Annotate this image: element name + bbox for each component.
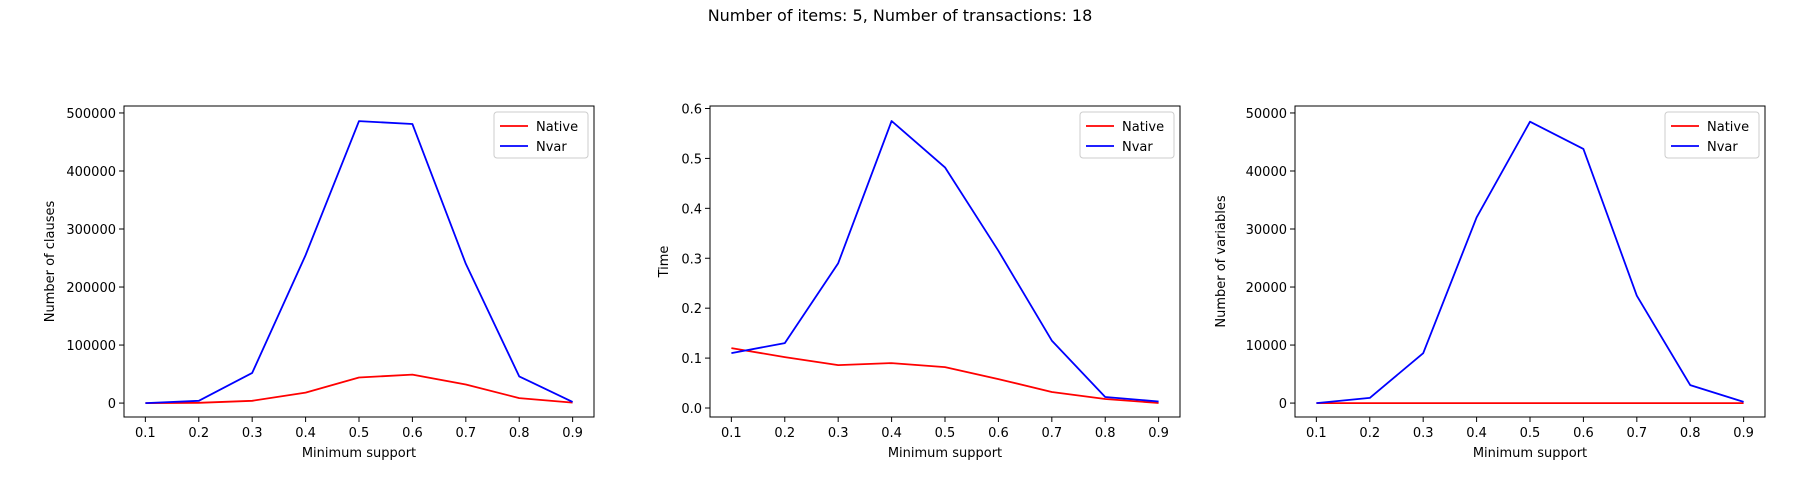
chart-panel-1: 0.1 0.2 0.3 0.4 0.5 0.6 0.7 0.8 0.9 0 100000 200000… (43, 105, 595, 461)
series-line-nvar (1316, 120, 1744, 404)
legend-label-native: Native (1122, 120, 1164, 135)
x-axis-label: Minimum support (302, 446, 416, 461)
y-axis-label: Time (657, 246, 672, 279)
y-axis-label: Number of clauses (43, 201, 58, 323)
x-tick-label: 0.9 (1148, 426, 1169, 441)
series-line-nvar (731, 120, 1159, 403)
x-tick-label: 0.5 (349, 426, 370, 441)
x-tick-label: 0.9 (562, 426, 583, 441)
x-tick-label: 0.2 (1359, 426, 1380, 441)
legend-label-native: Native (536, 120, 578, 135)
chart-panel-3: 0.1 0.2 0.3 0.4 0.5 0.6 0.7 0.8 0.9 0 10000 20000 30… (1214, 105, 1766, 461)
x-tick-label: 0.3 (1413, 426, 1434, 441)
x-tick-label: 0.9 (1733, 426, 1754, 441)
x-tick-label: 0.8 (1680, 426, 1701, 441)
series-line-native (731, 347, 1159, 404)
y-tick-label: 50000 (1246, 107, 1287, 122)
x-tick-label: 0.4 (1466, 426, 1487, 441)
y-tick-label: 100000 (66, 339, 116, 354)
legend-label-nvar: Nvar (1122, 140, 1153, 155)
x-tick-label: 0.7 (455, 426, 476, 441)
y-tick-label: 0.6 (681, 102, 702, 117)
x-tick-label: 0.8 (509, 426, 530, 441)
y-tick-label: 500000 (66, 107, 116, 122)
x-tick-label: 0.2 (774, 426, 795, 441)
y-tick-label: 0.1 (681, 352, 702, 367)
y-tick-label: 10000 (1246, 339, 1287, 354)
series-line-native (145, 373, 573, 404)
x-tick-label: 0.6 (1573, 426, 1594, 441)
x-tick-label: 0.2 (188, 426, 209, 441)
y-tick-label: 0.5 (681, 152, 702, 167)
x-axis-label: Minimum support (1473, 446, 1587, 461)
y-tick-label: 0 (1279, 397, 1287, 412)
x-tick-label: 0.6 (988, 426, 1009, 441)
y-tick-label: 30000 (1246, 223, 1287, 238)
legend-label-native: Native (1707, 120, 1749, 135)
y-tick-label: 40000 (1246, 165, 1287, 180)
y-tick-label: 0.2 (681, 302, 702, 317)
legend-label-nvar: Nvar (1707, 140, 1738, 155)
x-tick-label: 0.5 (1520, 426, 1541, 441)
y-tick-label: 300000 (66, 223, 116, 238)
series-line-nvar (145, 120, 573, 404)
x-tick-label: 0.4 (881, 426, 902, 441)
y-tick-label: 0.4 (681, 202, 702, 217)
x-tick-label: 0.1 (1306, 426, 1327, 441)
y-tick-label: 400000 (66, 165, 116, 180)
x-tick-label: 0.3 (828, 426, 849, 441)
y-tick-label: 0.3 (681, 252, 702, 267)
x-tick-label: 0.8 (1095, 426, 1116, 441)
x-tick-label: 0.7 (1626, 426, 1647, 441)
x-tick-label: 0.5 (935, 426, 956, 441)
x-tick-label: 0.6 (402, 426, 423, 441)
x-tick-label: 0.3 (242, 426, 263, 441)
legend-label-nvar: Nvar (536, 140, 567, 155)
x-axis-label: Minimum support (888, 446, 1002, 461)
y-tick-label: 0.0 (681, 402, 702, 417)
legend: Native Nvar (1664, 111, 1760, 159)
y-tick-label: 0 (108, 397, 116, 412)
y-tick-label: 200000 (66, 281, 116, 296)
y-tick-label: 20000 (1246, 281, 1287, 296)
chart-panel-2: 0.1 0.2 0.3 0.4 0.5 0.6 0.7 0.8 0.9 0.0 0.1 0.2 0.3 0… (657, 102, 1181, 461)
x-tick-label: 0.4 (295, 426, 316, 441)
y-axis-label: Number of variables (1214, 195, 1229, 327)
legend: Native Nvar (1079, 111, 1175, 159)
legend: Native Nvar (493, 111, 589, 159)
x-tick-label: 0.1 (135, 426, 156, 441)
x-tick-label: 0.1 (721, 426, 742, 441)
x-tick-label: 0.7 (1041, 426, 1062, 441)
figure-title: Number of items: 5, Number of transactio… (707, 6, 1093, 25)
